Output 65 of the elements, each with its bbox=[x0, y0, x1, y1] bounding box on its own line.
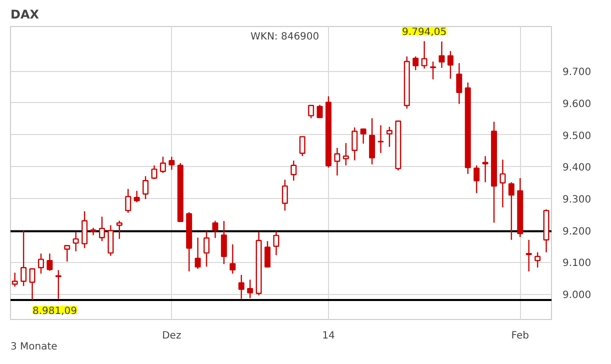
y-tick-label: 9.300 bbox=[562, 194, 592, 206]
candlestick bbox=[168, 156, 175, 170]
candlestick bbox=[238, 274, 244, 300]
candlestick bbox=[526, 239, 532, 272]
candlestick bbox=[456, 62, 462, 104]
y-tick-label: 9.100 bbox=[562, 258, 592, 270]
candlestick bbox=[64, 245, 70, 262]
candlestick bbox=[360, 128, 366, 144]
candlestick bbox=[212, 220, 218, 239]
candlestick bbox=[29, 268, 36, 301]
candlestick bbox=[342, 142, 349, 166]
candlestick bbox=[412, 56, 419, 71]
x-tick-label: 14 bbox=[322, 330, 335, 342]
candlestick bbox=[299, 136, 306, 157]
candlestick bbox=[447, 50, 454, 80]
candlestick bbox=[151, 164, 158, 180]
annotation: WKN: 846900 bbox=[250, 32, 320, 42]
candlestick bbox=[316, 104, 323, 118]
chart-title: DAX bbox=[10, 8, 40, 22]
candlestick bbox=[508, 182, 514, 240]
candlestick bbox=[247, 279, 254, 299]
x-tick-label: Feb bbox=[511, 330, 530, 342]
candlestick bbox=[72, 232, 79, 252]
candlestick bbox=[386, 126, 392, 148]
candlestick bbox=[290, 160, 297, 182]
candlestick bbox=[12, 272, 18, 288]
candlestick bbox=[500, 159, 506, 208]
candlestick bbox=[142, 176, 149, 200]
y-tick-label: 9.400 bbox=[562, 162, 592, 174]
candlestick bbox=[482, 156, 488, 183]
candlestick bbox=[421, 40, 428, 70]
candlestick bbox=[438, 40, 445, 68]
candlestick bbox=[474, 164, 480, 194]
candlestick bbox=[38, 252, 44, 274]
candlestick bbox=[308, 104, 314, 119]
candlestick bbox=[194, 237, 201, 270]
candlestick bbox=[220, 220, 227, 265]
candlestick bbox=[116, 220, 122, 240]
candlestick bbox=[282, 179, 288, 212]
candlestick bbox=[98, 216, 105, 242]
candlestick bbox=[160, 156, 166, 174]
candlestick bbox=[230, 244, 236, 274]
candlestick bbox=[352, 126, 358, 161]
candlestick bbox=[204, 230, 210, 268]
candlestick bbox=[273, 230, 280, 256]
candlestick bbox=[534, 252, 541, 268]
candlestick bbox=[82, 210, 88, 249]
x-tick-label: Dez bbox=[162, 330, 182, 342]
candlestick bbox=[430, 60, 436, 80]
candlestick bbox=[369, 118, 376, 165]
candlestick bbox=[55, 270, 62, 300]
y-tick-label: 9.700 bbox=[562, 67, 592, 78]
y-tick-label: 9.000 bbox=[562, 290, 592, 302]
y-tick-label: 9.600 bbox=[562, 98, 592, 110]
candlestick bbox=[264, 240, 270, 268]
candlestick bbox=[134, 190, 140, 203]
y-tick-label: 9.500 bbox=[562, 130, 592, 142]
y-tick-label: 9.200 bbox=[562, 226, 592, 238]
candlestick bbox=[46, 252, 53, 272]
text: 3 Monate bbox=[10, 342, 58, 352]
candlestick bbox=[378, 124, 384, 154]
candlestick bbox=[125, 188, 132, 214]
candlestick bbox=[108, 224, 114, 256]
candlestick bbox=[20, 230, 27, 287]
candlestick bbox=[334, 147, 340, 176]
